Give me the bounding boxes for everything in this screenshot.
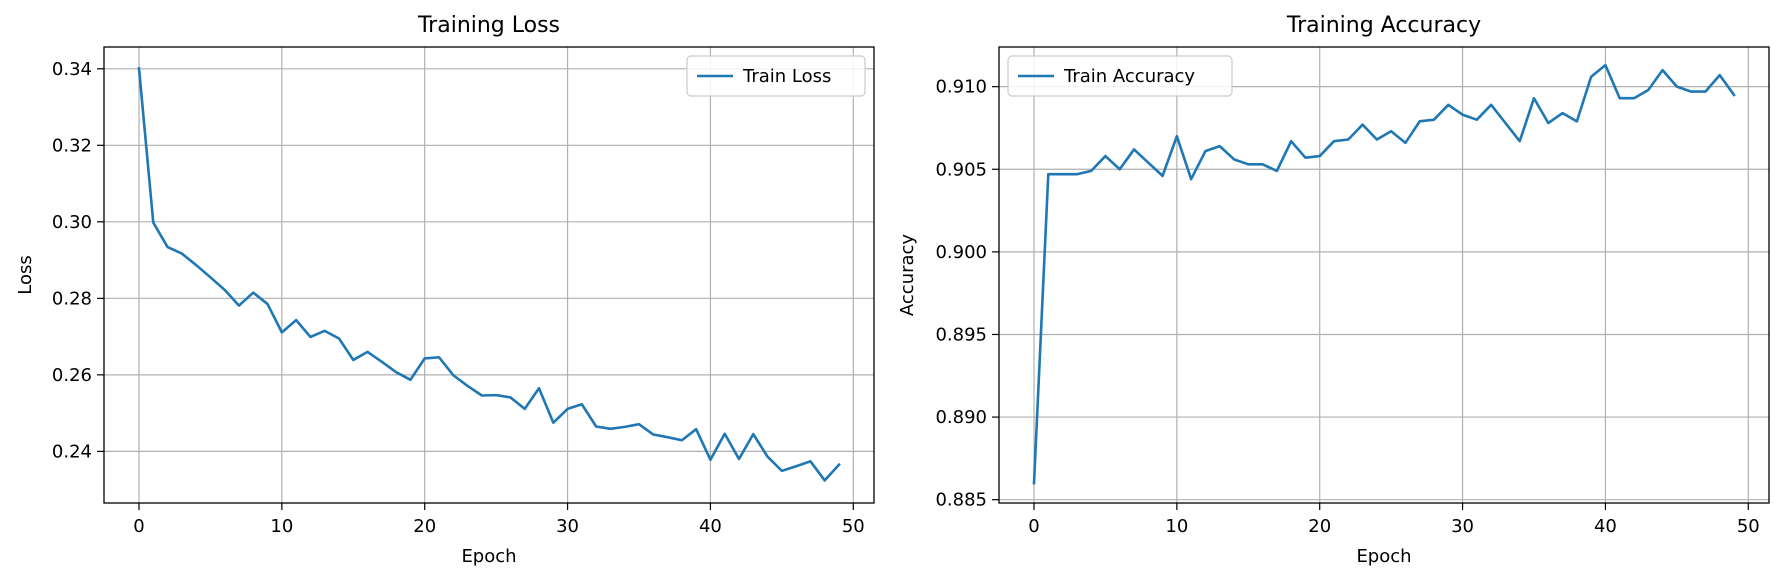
x-tick-label: 30	[1451, 516, 1474, 537]
legend-label: Train Accuracy	[1063, 66, 1195, 87]
y-tick-label: 0.905	[935, 159, 987, 180]
loss-chart-title: Training Loss	[417, 13, 560, 38]
legend-box	[686, 55, 866, 97]
accuracy-y-axis-label: Accuracy	[897, 234, 918, 317]
y-tick-label: 0.885	[935, 490, 987, 511]
accuracy-legend: Train Accuracy	[1007, 55, 1233, 97]
x-tick-label: 0	[1028, 516, 1039, 537]
y-tick-label: 0.900	[935, 242, 987, 263]
x-tick-label: 10	[1165, 516, 1188, 537]
x-tick-label: 20	[1308, 516, 1331, 537]
y-tick-label: 0.34	[52, 59, 92, 80]
accuracy-x-axis-label: Epoch	[1356, 546, 1411, 567]
accuracy-chart-panel: 0 10 20 30 40 50 0.885 0.890 0.895 0.900 0.905 0.91…	[897, 13, 1770, 567]
x-tick-label: 50	[1737, 516, 1760, 537]
loss-legend: Train Loss	[686, 55, 866, 97]
x-tick-label: 10	[270, 516, 293, 537]
x-tick-label: 40	[699, 516, 722, 537]
x-tick-label: 40	[1594, 516, 1617, 537]
y-tick-label: 0.910	[935, 77, 987, 98]
y-tick-label: 0.24	[52, 441, 92, 462]
y-tick-label: 0.30	[52, 212, 92, 233]
y-tick-label: 0.890	[935, 407, 987, 428]
y-tick-label: 0.32	[52, 135, 92, 156]
loss-axes-frame	[103, 46, 875, 504]
legend-label: Train Loss	[742, 66, 831, 87]
accuracy-axes-frame	[998, 46, 1770, 504]
y-tick-label: 0.28	[52, 288, 92, 309]
loss-y-axis-label: Loss	[15, 255, 36, 294]
loss-x-axis-label: Epoch	[461, 546, 516, 567]
loss-series-line	[137, 67, 841, 482]
x-tick-label: 0	[133, 516, 144, 537]
accuracy-series-line	[1032, 63, 1736, 485]
legend-box	[1007, 55, 1233, 97]
x-tick-label: 50	[842, 516, 865, 537]
x-tick-label: 30	[556, 516, 579, 537]
x-tick-label: 20	[413, 516, 436, 537]
accuracy-chart-title: Training Accuracy	[1286, 13, 1481, 38]
y-tick-label: 0.26	[52, 365, 92, 386]
loss-chart-panel: 0 10 20 30 40 50 0.24 0.26 0.28 0.30 0.32 0.34 Train…	[15, 13, 875, 567]
y-tick-label: 0.895	[935, 324, 987, 345]
